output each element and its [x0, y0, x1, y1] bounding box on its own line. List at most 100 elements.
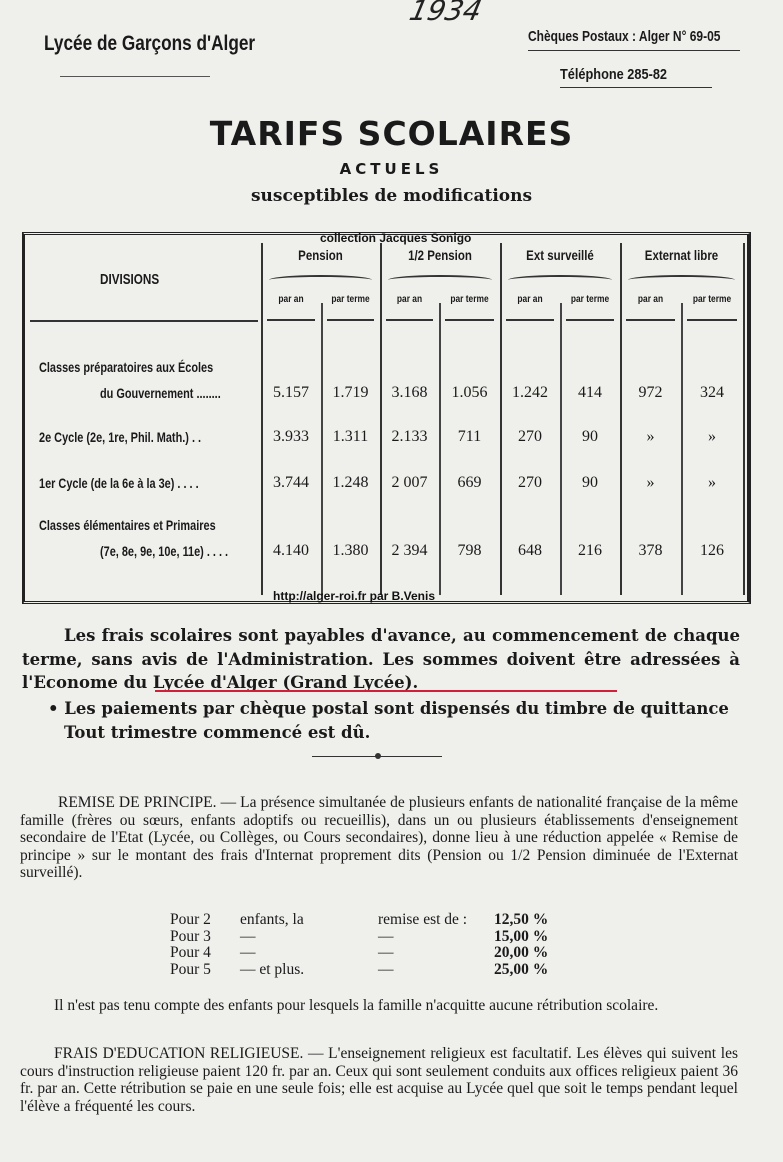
watermark-top: collection Jacques Sonigo — [320, 231, 472, 245]
row-label: Classes élémentaires et Primaires — [39, 517, 216, 533]
subheader: par terme — [331, 293, 370, 305]
rate-row: Pour 2 enfants, la remise est de : 12,50 % — [170, 911, 556, 929]
table-cell: 798 — [457, 542, 482, 559]
table-cell: 324 — [700, 384, 724, 401]
subtitle: ACTUELS — [339, 160, 444, 178]
table-cell: 216 — [578, 542, 602, 559]
group-header: Ext surveillé — [526, 247, 594, 263]
rate-value: 25,00 % — [494, 960, 549, 978]
table-cell: 270 — [518, 428, 542, 445]
rate-row: Pour 4 — — 20,00 % — [170, 944, 556, 962]
table-cell: 90 — [582, 474, 598, 491]
watermark-bottom: http://alger-roi.fr par B.Venis — [273, 589, 436, 603]
subheader: par an — [517, 293, 543, 305]
subcolumn-divider — [681, 303, 683, 595]
remise-note: Il n'est pas tenu compte des enfants pou… — [54, 997, 659, 1014]
subcolumn-divider — [560, 303, 562, 595]
subheader: par an — [278, 293, 304, 305]
divider — [386, 319, 433, 321]
rate-mid2: — — [378, 927, 394, 945]
table-cell: 2 394 — [391, 542, 428, 559]
group-header: 1/2 Pension — [408, 247, 472, 263]
rate-value: 15,00 % — [494, 927, 549, 945]
rate-mid: — — [240, 927, 256, 945]
divider — [327, 319, 374, 321]
table-cell: 1.056 — [451, 384, 488, 401]
ornament-dot — [375, 753, 381, 759]
group-header: Externat libre — [644, 247, 719, 263]
divider — [626, 319, 675, 321]
payment-paragraph: Les frais scolaires sont payables d'avan… — [22, 626, 740, 692]
table-cell: 1.248 — [332, 474, 369, 491]
table-cell: 972 — [638, 384, 663, 401]
brace — [508, 275, 612, 285]
subcolumn-divider — [439, 303, 441, 595]
table-cell: 270 — [518, 474, 542, 491]
divider — [445, 319, 494, 321]
subheader: par terme — [450, 293, 489, 305]
divider — [687, 319, 737, 321]
table-cell: 126 — [700, 542, 724, 559]
table-cell: 711 — [457, 428, 482, 445]
table-cell: 1.311 — [332, 428, 369, 445]
handwritten-year: 1934 — [406, 0, 485, 27]
red-underline — [155, 690, 617, 692]
column-divider — [743, 243, 745, 595]
rate-mid2: remise est de : — [378, 911, 468, 928]
table-cell: 1.242 — [512, 384, 548, 401]
rate-value: 12,50 % — [494, 911, 549, 928]
divider — [267, 319, 315, 321]
table-cell: 1.719 — [332, 384, 369, 401]
divider — [506, 319, 554, 321]
rate-mid: — — [240, 944, 256, 961]
divisions-header: DIVISIONS — [100, 271, 160, 288]
table-cell: 90 — [582, 428, 598, 445]
divider — [528, 50, 740, 51]
table-cell: 3.933 — [273, 428, 309, 445]
postal-note-text: Les paiements par chèque postal sont dis… — [64, 699, 729, 718]
rate-mid: enfants, la — [240, 911, 304, 928]
brace — [269, 275, 372, 285]
table-cell: 4.140 — [273, 542, 309, 559]
table-cell: 414 — [578, 384, 602, 401]
divider — [566, 319, 614, 321]
table-cell: 2.133 — [391, 428, 428, 445]
bullet: • — [48, 699, 65, 718]
table-cell: 2 007 — [391, 474, 428, 491]
subheader: par an — [396, 293, 423, 305]
telephone: Téléphone 285-82 — [560, 66, 668, 83]
table-cell: » — [646, 474, 655, 491]
subheader: par terme — [692, 293, 732, 305]
divider — [560, 87, 712, 88]
rate-row: Pour 3 — — 15,00 % — [170, 927, 556, 946]
table-cell: 669 — [457, 474, 482, 491]
subcolumn-divider — [321, 303, 323, 595]
rate-label: Pour 3 — [170, 927, 211, 945]
row-label: 1er Cycle (de la 6e à la 3e) . . . . — [39, 475, 199, 491]
table-cell: 648 — [518, 542, 542, 559]
school-name: Lycée de Garçons d'Alger — [44, 32, 256, 55]
postal-note: • Les paiements par chèque postal sont d… — [48, 697, 748, 744]
table-cell: 3.168 — [391, 384, 428, 401]
cheques-postaux: Chèques Postaux : Alger N° 69-05 — [528, 28, 721, 45]
rate-value: 20,00 % — [494, 944, 549, 961]
rate-row: Pour 5 — et plus. — 25,00 % — [170, 960, 556, 979]
rate-label: Pour 4 — [170, 944, 211, 961]
subheader: par terme — [570, 293, 610, 305]
rate-label: Pour 2 — [170, 911, 211, 928]
brace — [388, 275, 492, 285]
row-label: 2e Cycle (2e, 1re, Phil. Math.) . . — [39, 429, 202, 445]
table-cell: » — [708, 474, 716, 491]
rate-mid2: — — [378, 960, 394, 978]
rate-label: Pour 5 — [170, 960, 211, 978]
group-header: Pension — [298, 247, 343, 263]
subtitle-note: susceptibles de modifications — [250, 186, 533, 206]
rate-mid2: — — [378, 944, 394, 961]
table-cell: 1.380 — [332, 542, 369, 559]
table-cell: » — [708, 428, 716, 445]
rate-mid: — et plus. — [240, 960, 305, 978]
column-divider — [261, 243, 263, 595]
divider — [60, 76, 210, 77]
column-divider — [380, 243, 382, 595]
